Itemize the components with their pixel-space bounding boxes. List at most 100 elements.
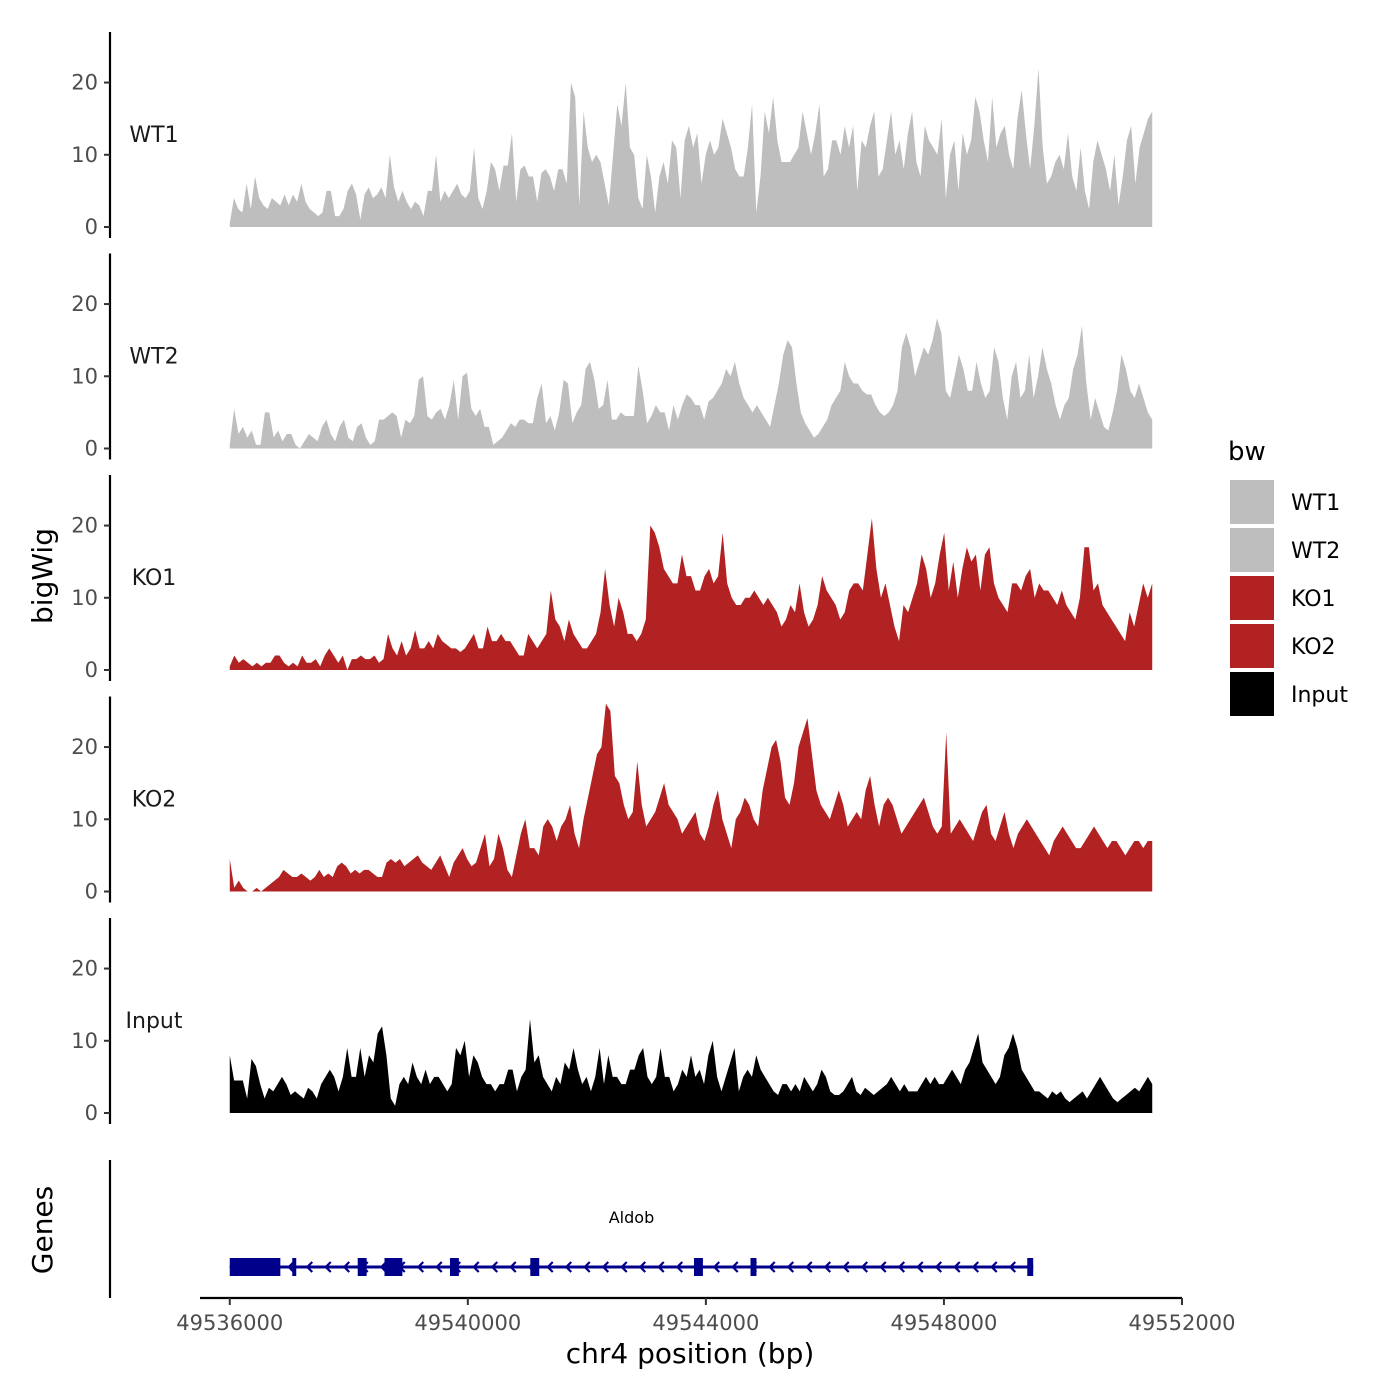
legend-label-ko2: KO2 [1291,635,1336,660]
y-tick-label: 20 [71,292,98,316]
area-series-input [229,1019,1153,1113]
y-tick-label: 10 [71,143,98,167]
strand-arrow [971,1261,980,1273]
gene-name-label: Aldob [609,1208,655,1227]
gene-track-panel: Aldob Genes [26,1160,1034,1298]
strand-arrow [731,1261,739,1273]
track-label-input: Input [126,1009,183,1034]
legend: bw WT1 WT2 KO1 KO2 Input [1228,437,1348,716]
gene-exon [449,1258,459,1276]
legend-label-ko1: KO1 [1291,587,1336,612]
strand-arrow [583,1261,591,1273]
strand-arrow [305,1261,314,1273]
legend-label-wt1: WT1 [1291,491,1340,516]
strand-arrow [416,1261,425,1273]
legend-swatch-wt1 [1230,480,1274,524]
strand-arrow [1008,1261,1017,1273]
area-series-wt1 [229,68,1153,227]
strand-arrow [490,1261,499,1273]
y-tick-label: 0 [85,1101,98,1125]
strand-arrow [934,1261,943,1273]
strand-arrow [768,1261,776,1273]
y-tick-label: 0 [85,658,98,682]
gene-exon [530,1258,540,1276]
track-panel-wt1: 0 10 20 WT1 [71,32,1153,239]
track-panels: 0 10 20 WT1 0 10 20 WT2 0 10 20 KO1 0 10 20 KO2 0 10 20 Inp… [71,32,1153,1125]
track-label-wt1: WT1 [129,123,178,148]
gene-track-title: Genes [26,1186,59,1274]
strand-arrow [990,1261,998,1273]
strand-arrow [435,1261,443,1273]
y-tick-label: 20 [71,735,98,759]
gene-exon [750,1258,757,1276]
strand-arrow [916,1261,924,1273]
gene-exon [292,1258,297,1276]
strand-arrow [638,1261,647,1273]
strand-arrow [860,1261,869,1273]
x-axis: 49536000 49540000 49544000 49548000 49552000… [176,1296,1235,1370]
strand-arrow [657,1261,665,1273]
gene-exon [357,1258,367,1276]
track-panel-input: 0 10 20 Input [71,918,1153,1125]
y-tick-label: 10 [71,1029,98,1053]
strand-arrow [287,1261,295,1273]
strand-arrow [712,1261,721,1273]
gene-exon [693,1258,703,1276]
y-tick-label: 10 [71,807,98,831]
y-tick-label: 10 [71,364,98,388]
y-tick-label: 0 [85,880,98,904]
x-axis-title: chr4 position (bp) [566,1337,815,1370]
strand-arrow [675,1261,684,1273]
legend-label-input: Input [1291,683,1348,708]
y-axis-title: bigWig [26,528,59,624]
strand-arrow [879,1261,887,1273]
legend-label-wt2: WT2 [1291,539,1340,564]
legend-swatch-wt2 [1230,528,1274,572]
x-tick-label: 49536000 [176,1311,283,1335]
x-tick-label: 49552000 [1129,1311,1236,1335]
area-series-ko1 [229,518,1153,670]
track-panel-ko2: 0 10 20 KO2 [71,696,1153,904]
y-tick-label: 0 [85,437,98,461]
track-label-ko1: KO1 [132,566,177,591]
x-axis-ticks: 49536000 49540000 49544000 49548000 49552000 [176,1298,1235,1335]
area-series-ko2 [229,703,1153,892]
strand-arrow [823,1261,832,1273]
y-tick-label: 0 [85,215,98,239]
y-tick-label: 20 [71,71,98,95]
x-tick-label: 49548000 [890,1311,997,1335]
y-tick-label: 10 [71,586,98,610]
track-panel-ko1: 0 10 20 KO1 [71,475,1153,682]
gene-aldob: Aldob [229,1208,1034,1276]
y-tick-label: 20 [71,957,98,981]
x-tick-label: 49544000 [652,1311,759,1335]
strand-arrow [546,1261,554,1273]
strand-arrow [509,1261,517,1273]
strand-arrow [601,1261,610,1273]
gene-exon [384,1258,403,1276]
track-label-ko2: KO2 [132,788,177,813]
track-label-wt2: WT2 [129,345,178,370]
strand-arrow [342,1261,351,1273]
y-tick-label: 20 [71,514,98,538]
gene-exon [1027,1258,1034,1276]
strand-arrow [620,1261,628,1273]
legend-swatch-ko1 [1230,576,1274,620]
strand-arrow [564,1261,573,1273]
legend-items: WT1 WT2 KO1 KO2 Input [1230,480,1348,716]
strand-arrow [897,1261,906,1273]
strand-arrow [953,1261,961,1273]
strand-arrow [842,1261,850,1273]
strand-arrow [472,1261,480,1273]
legend-title: bw [1228,437,1266,467]
strand-arrow [786,1261,795,1273]
legend-swatch-input [1230,672,1274,716]
strand-arrow [805,1261,813,1273]
area-series-wt2 [229,318,1153,449]
legend-swatch-ko2 [1230,624,1274,668]
x-tick-label: 49540000 [414,1311,521,1335]
track-panel-wt2: 0 10 20 WT2 [71,253,1153,461]
gene-exon [229,1258,281,1276]
strand-arrow [324,1261,332,1273]
